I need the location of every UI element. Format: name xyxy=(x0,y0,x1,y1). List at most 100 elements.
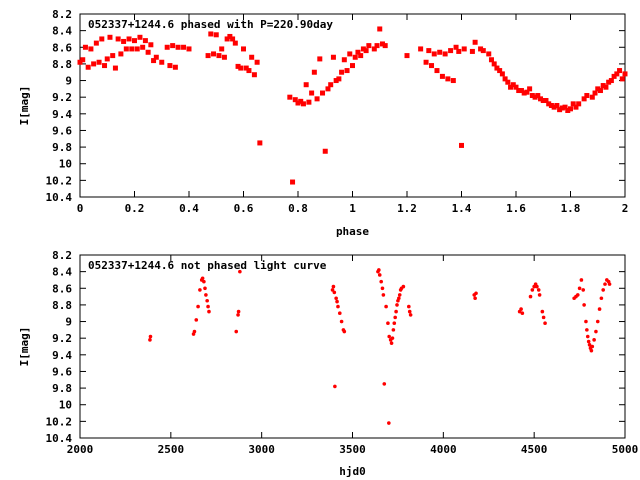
data-point xyxy=(339,69,345,75)
data-point xyxy=(295,100,301,106)
data-point xyxy=(590,344,595,349)
data-point xyxy=(546,101,552,107)
data-point xyxy=(341,57,347,63)
y-tick-label: 9.2 xyxy=(52,91,72,104)
data-point xyxy=(429,63,435,69)
data-point xyxy=(358,53,364,59)
plot-title: 052337+1244.6 phased with P=220.90day xyxy=(88,18,333,31)
data-point xyxy=(336,304,340,309)
y-tick-label: 10 xyxy=(59,158,72,171)
data-point xyxy=(513,84,519,90)
data-point xyxy=(170,43,176,49)
data-point xyxy=(585,328,589,332)
data-point xyxy=(474,291,478,296)
data-point xyxy=(472,39,478,45)
data-point xyxy=(426,48,432,54)
data-point xyxy=(437,49,443,55)
data-point xyxy=(151,58,157,64)
data-point xyxy=(224,36,230,42)
data-point xyxy=(96,59,102,65)
data-point xyxy=(236,309,241,314)
x-tick-label: 1.8 xyxy=(561,202,581,215)
data-point xyxy=(516,88,522,94)
data-point xyxy=(382,43,388,49)
x-tick-label: 4500 xyxy=(521,443,548,456)
data-point xyxy=(317,56,323,62)
data-point xyxy=(491,61,497,67)
data-point xyxy=(581,96,587,102)
data-point xyxy=(529,93,535,99)
data-point xyxy=(603,84,609,90)
data-point xyxy=(562,104,568,110)
data-point xyxy=(167,63,173,69)
x-tick-label: 0 xyxy=(77,202,84,215)
data-point xyxy=(597,307,602,311)
data-point xyxy=(352,54,358,60)
x-tick-label: 2000 xyxy=(67,443,94,456)
data-point xyxy=(330,288,335,292)
x-tick-label: 1.6 xyxy=(506,202,526,215)
data-point xyxy=(230,36,236,42)
y-tick-label: 9.4 xyxy=(52,349,72,362)
y-axis-label: I[mag] xyxy=(18,86,31,126)
x-tick-label: 2500 xyxy=(158,443,185,456)
data-point xyxy=(196,304,200,309)
data-point xyxy=(134,46,140,52)
plot-frame xyxy=(79,254,626,439)
data-point xyxy=(347,51,353,57)
data-point xyxy=(392,321,397,326)
data-point xyxy=(575,293,580,297)
data-point xyxy=(431,51,437,57)
data-point xyxy=(608,78,614,84)
data-point xyxy=(145,49,151,55)
data-point xyxy=(592,338,596,342)
data-point xyxy=(172,64,178,70)
data-point xyxy=(386,321,390,326)
data-point xyxy=(107,34,113,40)
data-point xyxy=(537,293,542,297)
data-point xyxy=(238,65,244,71)
data-point xyxy=(595,319,600,324)
data-point xyxy=(393,315,397,320)
data-point xyxy=(88,46,94,52)
data-point xyxy=(521,90,527,96)
data-point xyxy=(614,71,620,77)
data-point xyxy=(450,78,456,84)
data-point xyxy=(203,286,207,291)
data-point xyxy=(439,73,445,79)
data-point xyxy=(148,42,154,48)
unphased-light-curve-plot: 2000 2500 3000 3500 4000 4500 5000 8.2 8.4 8.6 8.8… xyxy=(18,249,638,478)
data-point xyxy=(617,68,623,74)
data-point xyxy=(80,57,86,63)
data-point xyxy=(238,269,242,274)
data-point xyxy=(594,329,598,334)
data-point xyxy=(366,43,372,49)
data-point xyxy=(473,296,477,301)
y-tick-label: 9.6 xyxy=(52,365,72,378)
data-point xyxy=(524,89,530,95)
data-point xyxy=(328,82,334,88)
data-point xyxy=(148,334,153,339)
data-point xyxy=(360,46,366,52)
data-point xyxy=(355,49,361,55)
data-point xyxy=(232,40,238,46)
y-tick-label: 9.6 xyxy=(52,124,72,137)
data-point xyxy=(538,96,544,102)
data-point xyxy=(540,309,545,314)
data-point xyxy=(536,288,541,292)
data-point xyxy=(82,44,88,50)
data-point xyxy=(565,107,571,113)
data-point xyxy=(407,309,412,314)
x-tick-label: 1 xyxy=(349,202,356,215)
data-point xyxy=(142,38,148,44)
x-tick-label: 0.8 xyxy=(288,202,308,215)
data-point xyxy=(390,336,395,340)
data-point xyxy=(577,286,582,291)
data-point xyxy=(597,88,603,94)
data-point xyxy=(389,341,394,345)
data-point xyxy=(584,93,590,99)
data-point xyxy=(85,64,91,70)
data-point xyxy=(377,268,381,272)
data-point xyxy=(589,94,595,100)
y-tick-label: 10.2 xyxy=(46,415,73,428)
